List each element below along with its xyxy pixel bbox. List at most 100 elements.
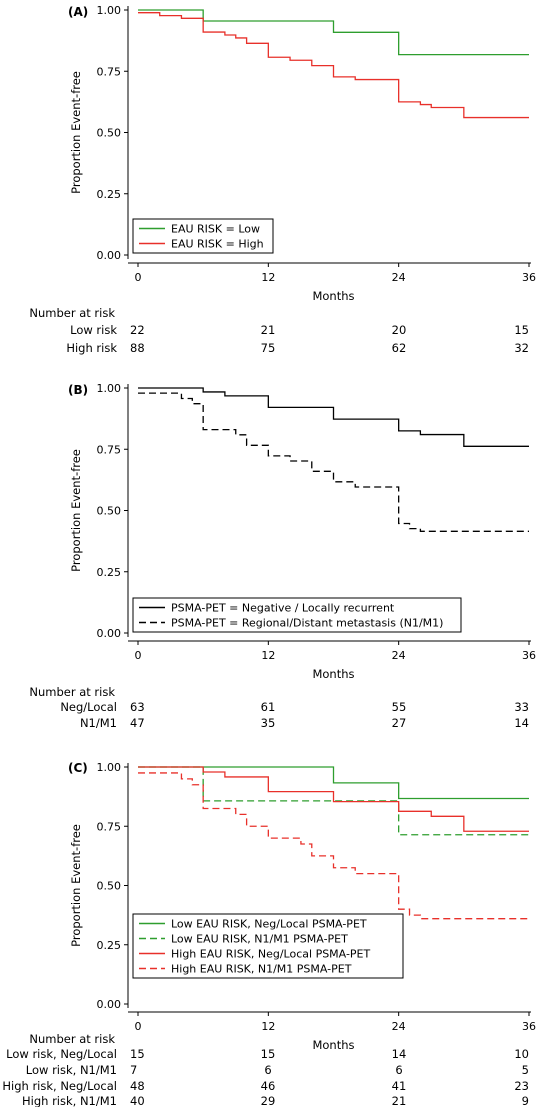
- risk-value: 15: [514, 323, 529, 337]
- risk-value: 10: [514, 1047, 529, 1061]
- risk-value: 5: [522, 1063, 529, 1077]
- x-axis-label: Months: [312, 1038, 354, 1052]
- x-tick-label: 0: [135, 271, 142, 284]
- x-tick-label: 12: [261, 271, 275, 284]
- km-curve-series-1: [138, 766, 529, 800]
- legend-entry: EAU RISK = High: [171, 238, 264, 251]
- km-panel-1: (A) 0.00 0.25 0.50 0.75 1.00 0 12 24 36 Months Prop…: [29, 4, 536, 355]
- y-tick-label: 0.25: [97, 939, 122, 952]
- risk-row-label: High risk, N1/M1: [22, 1094, 117, 1107]
- risk-value: 7: [130, 1063, 137, 1077]
- y-tick-label: 0.00: [97, 627, 122, 640]
- legend-entry: PSMA-PET = Negative / Locally recurrent: [171, 602, 395, 615]
- y-tick-label: 0.75: [97, 65, 122, 78]
- risk-value: 14: [514, 716, 529, 730]
- y-tick-label: 0.50: [97, 880, 122, 893]
- risk-row-label: Neg/Local: [60, 700, 117, 714]
- risk-table-title: Number at risk: [29, 685, 115, 699]
- y-axis-label: Proportion Event-free: [69, 449, 83, 572]
- y-tick-label: 0.25: [97, 188, 122, 201]
- y-tick-label: 0.75: [97, 443, 122, 456]
- risk-row-label: N1/M1: [80, 716, 117, 730]
- x-tick-label: 12: [261, 649, 275, 662]
- risk-table: Number at risk Low risk 22 21 20 15 High risk 8…: [29, 306, 529, 355]
- risk-value: 32: [514, 341, 529, 355]
- risk-value: 75: [261, 341, 276, 355]
- y-tick-label: 1.00: [97, 382, 122, 395]
- legend-entry: Low EAU RISK, Neg/Local PSMA-PET: [171, 918, 367, 931]
- x-axis-label: Months: [312, 667, 354, 681]
- risk-value: 21: [392, 1094, 407, 1107]
- risk-value: 62: [392, 341, 407, 355]
- risk-value: 20: [392, 323, 407, 337]
- risk-value: 40: [130, 1094, 145, 1107]
- km-curve-series-2: [138, 392, 529, 532]
- risk-value: 61: [261, 700, 276, 714]
- risk-table-title: Number at risk: [29, 306, 115, 320]
- y-tick-label: 0.50: [97, 127, 122, 140]
- x-tick-label: 24: [392, 649, 406, 662]
- legend-box: [132, 597, 462, 633]
- y-tick-label: 1.00: [97, 4, 122, 17]
- risk-row-label: High risk: [66, 341, 117, 355]
- km-panel-2: (B) 0.00 0.25 0.50 0.75 1.00 0 12 24 36 Months Prop…: [29, 382, 536, 730]
- x-tick-label: 12: [261, 1020, 275, 1033]
- risk-value: 55: [392, 700, 407, 714]
- x-tick-label: 0: [135, 1020, 142, 1033]
- x-tick-label: 36: [522, 649, 536, 662]
- risk-row-label: Low risk, Neg/Local: [6, 1047, 117, 1061]
- y-axis-label: Proportion Event-free: [69, 71, 83, 194]
- legend: EAU RISK = Low EAU RISK = High: [132, 218, 274, 254]
- y-tick-label: 1.00: [97, 761, 122, 774]
- risk-value: 88: [130, 341, 145, 355]
- risk-value: 35: [261, 716, 276, 730]
- x-tick-label: 36: [522, 1020, 536, 1033]
- x-tick-label: 36: [522, 271, 536, 284]
- risk-row-label: Low risk: [70, 323, 117, 337]
- risk-value: 21: [261, 323, 276, 337]
- legend-entry: High EAU RISK, Neg/Local PSMA-PET: [171, 948, 371, 961]
- y-tick-label: 0.50: [97, 505, 122, 518]
- x-tick-label: 24: [392, 1020, 406, 1033]
- risk-value: 9: [522, 1094, 529, 1107]
- km-curve-series-4: [138, 772, 529, 920]
- risk-value: 41: [392, 1079, 407, 1093]
- legend: Low EAU RISK, Neg/Local PSMA-PET Low EAU …: [132, 913, 404, 979]
- risk-value: 23: [514, 1079, 529, 1093]
- km-curve-series-3: [138, 766, 529, 832]
- panel-label: (C): [68, 761, 88, 775]
- km-curve-series-1: [138, 387, 529, 447]
- panel-label: (A): [68, 5, 88, 19]
- km-curve-series-1: [138, 9, 529, 56]
- legend-entry: Low EAU RISK, N1/M1 PSMA-PET: [171, 933, 348, 946]
- km-panel-3: (C) 0.00 0.25 0.50 0.75 1.00 0 12 24 36 Months Prop…: [2, 761, 536, 1107]
- x-tick-label: 0: [135, 649, 142, 662]
- legend-entry: High EAU RISK, N1/M1 PSMA-PET: [171, 963, 352, 976]
- risk-value: 46: [261, 1079, 276, 1093]
- risk-row-label: Low risk, N1/M1: [26, 1063, 117, 1077]
- risk-table-title: Number at risk: [29, 1032, 115, 1046]
- risk-value: 48: [130, 1079, 145, 1093]
- risk-value: 33: [514, 700, 529, 714]
- legend-entry: PSMA-PET = Regional/Distant metastasis (…: [171, 617, 443, 630]
- km-curve-series-2: [138, 12, 529, 119]
- y-tick-label: 0.00: [97, 249, 122, 262]
- legend-entry: EAU RISK = Low: [171, 223, 260, 236]
- risk-value: 63: [130, 700, 145, 714]
- legend-box: [132, 218, 274, 254]
- risk-value: 6: [264, 1063, 271, 1077]
- risk-value: 15: [130, 1047, 145, 1061]
- risk-value: 14: [392, 1047, 407, 1061]
- panel-label: (B): [68, 383, 88, 397]
- risk-value: 29: [261, 1094, 276, 1107]
- y-axis-label: Proportion Event-free: [69, 824, 83, 947]
- risk-value: 22: [130, 323, 145, 337]
- legend-box: [132, 913, 404, 979]
- y-tick-label: 0.00: [97, 998, 122, 1011]
- y-tick-label: 0.75: [97, 820, 122, 833]
- risk-value: 27: [392, 716, 407, 730]
- risk-value: 47: [130, 716, 145, 730]
